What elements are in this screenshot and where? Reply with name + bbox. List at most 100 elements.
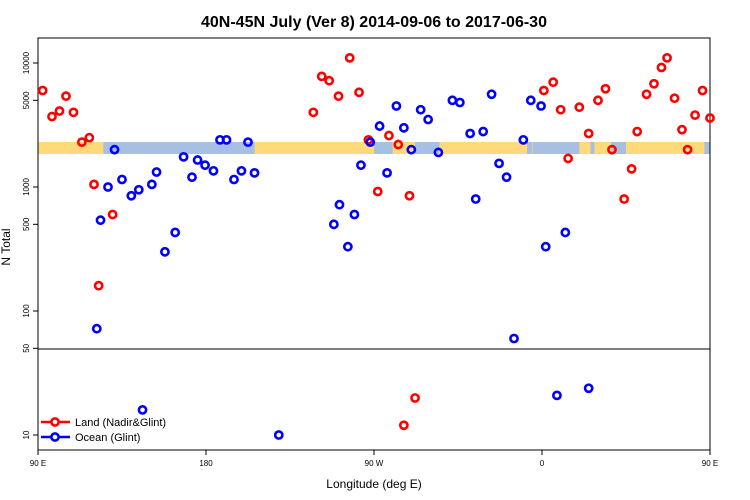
land-point xyxy=(641,89,652,100)
series-ocean xyxy=(91,89,594,440)
coverage-strip-speckle xyxy=(590,142,595,154)
land-point xyxy=(410,393,420,403)
ocean-point xyxy=(137,404,148,415)
ocean-point xyxy=(178,151,189,162)
land-point xyxy=(89,179,99,190)
x-tick-label: 90 E xyxy=(702,459,718,468)
land-point xyxy=(384,130,394,141)
legend-marker xyxy=(50,432,60,442)
land-point xyxy=(404,190,415,201)
land-point xyxy=(316,71,327,82)
ocean-point xyxy=(486,89,497,100)
land-point xyxy=(61,91,71,102)
ocean-point xyxy=(342,241,353,252)
coverage-strip-land xyxy=(392,142,416,154)
ocean-point xyxy=(334,199,345,210)
ocean-point xyxy=(187,172,197,183)
ocean-point xyxy=(160,246,170,257)
coverage-strip-land xyxy=(626,142,705,154)
x-tick-label: 180 xyxy=(199,459,213,468)
ocean-point xyxy=(249,167,260,178)
ocean-point xyxy=(406,144,417,155)
chart-title: 40N-45N July (Ver 8) 2014-09-06 to 2017-… xyxy=(201,14,547,31)
land-point xyxy=(107,209,118,220)
ocean-point xyxy=(221,134,232,145)
ocean-point xyxy=(560,227,571,238)
y-tick-label: 1000 xyxy=(22,178,31,196)
ocean-point xyxy=(273,430,284,440)
ocean-point xyxy=(349,209,360,220)
land-point xyxy=(600,83,611,94)
ocean-point xyxy=(356,160,366,171)
ocean-point xyxy=(518,134,529,145)
land-point xyxy=(548,77,559,88)
land-point xyxy=(308,107,319,118)
ocean-point xyxy=(374,121,385,131)
land-point xyxy=(54,106,65,116)
land-point xyxy=(354,87,364,98)
ocean-point xyxy=(494,158,504,169)
coverage-strip-land xyxy=(579,142,613,154)
land-point xyxy=(563,153,574,164)
land-point xyxy=(398,420,409,431)
ocean-point xyxy=(540,241,551,252)
ocean-point xyxy=(133,184,144,195)
land-point xyxy=(705,113,715,123)
land-point xyxy=(47,111,57,122)
ocean-point xyxy=(328,219,339,230)
land-point xyxy=(76,137,87,148)
ocean-point xyxy=(208,165,219,176)
y-tick-label: 5000 xyxy=(22,91,31,109)
land-point xyxy=(84,132,95,143)
ocean-point xyxy=(465,128,476,139)
ocean-point xyxy=(454,97,465,108)
ocean-point xyxy=(536,101,546,111)
ocean-point xyxy=(146,179,157,190)
land-point xyxy=(324,75,335,86)
land-point xyxy=(583,128,594,139)
x-tick-label: 90 E xyxy=(30,459,46,468)
coverage-strip-speckle xyxy=(614,142,619,154)
ocean-point xyxy=(236,165,247,176)
ocean-point xyxy=(170,227,181,238)
ocean-point xyxy=(382,167,392,178)
ocean-point xyxy=(151,167,162,177)
ocean-point xyxy=(525,95,536,106)
land-point xyxy=(619,194,630,204)
land-point xyxy=(649,78,659,89)
data-points xyxy=(37,52,715,440)
x-tick-label: 90 W xyxy=(365,459,384,468)
series-land xyxy=(37,52,715,431)
land-point xyxy=(333,91,344,102)
land-point xyxy=(593,95,603,106)
ocean-point xyxy=(95,215,106,226)
ocean-point xyxy=(109,144,120,155)
legend-marker xyxy=(50,417,60,427)
land-point xyxy=(574,102,585,113)
ocean-point xyxy=(365,137,376,148)
ocean-point xyxy=(423,114,434,125)
ocean-point xyxy=(391,101,402,111)
y-axis-label: N Total xyxy=(0,228,13,265)
land-point xyxy=(372,186,383,197)
ocean-point xyxy=(509,333,519,344)
land-point xyxy=(68,107,79,118)
legend: Land (Nadir&Glint) Ocean (Glint) xyxy=(41,417,166,444)
legend-label: Ocean (Glint) xyxy=(75,432,140,444)
y-tick-label: 10 xyxy=(22,430,31,439)
land-point xyxy=(669,93,680,104)
coverage-strip-speckle xyxy=(527,142,533,154)
land-point xyxy=(682,144,693,155)
land-point xyxy=(93,280,104,291)
ocean-point xyxy=(398,122,409,133)
axis-ticks: 90 E 180 90 W 0 90 E 100 500 1000 5000 10000 50 10 xyxy=(22,51,718,468)
ocean-point xyxy=(415,104,426,115)
coverage-strip xyxy=(38,142,710,154)
land-point xyxy=(555,104,566,115)
ocean-point xyxy=(126,190,137,201)
land-point xyxy=(697,85,708,96)
land-point xyxy=(37,85,48,96)
land-point xyxy=(538,85,549,96)
land-point xyxy=(393,139,404,150)
